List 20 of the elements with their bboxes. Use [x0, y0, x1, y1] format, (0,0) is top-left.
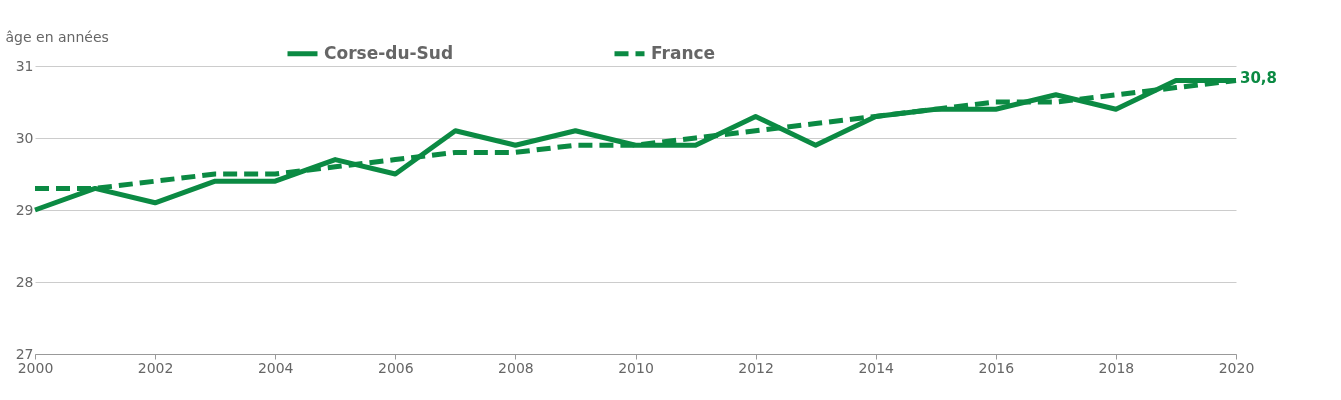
x-tick-label: 2010: [618, 359, 654, 376]
y-axis-title: âge en années: [5, 28, 109, 45]
annotation: 30,8: [1240, 69, 1278, 88]
y-tick-label: 27: [15, 345, 34, 362]
y-tick-label: 30: [15, 129, 34, 146]
x-tick-label: 2020: [1218, 359, 1255, 376]
y-tick-label: 31: [15, 57, 34, 74]
x-tick-label: 2000: [17, 359, 54, 376]
x-tick-label: 2006: [377, 359, 414, 376]
x-tick-label: 2014: [858, 359, 895, 376]
x-tick-label: 2008: [498, 359, 534, 376]
legend-label: Corse-du-Sud: [324, 42, 454, 63]
x-tick-label: 2016: [978, 359, 1015, 376]
x-tick-label: 2004: [257, 359, 294, 376]
x-tick-label: 2012: [738, 359, 774, 376]
x-tick-label: 2002: [137, 359, 174, 376]
x-tick-label: 2018: [1098, 359, 1135, 376]
legend-label: France: [651, 42, 716, 63]
y-tick-label: 28: [15, 273, 34, 290]
y-tick-label: 29: [15, 201, 34, 218]
